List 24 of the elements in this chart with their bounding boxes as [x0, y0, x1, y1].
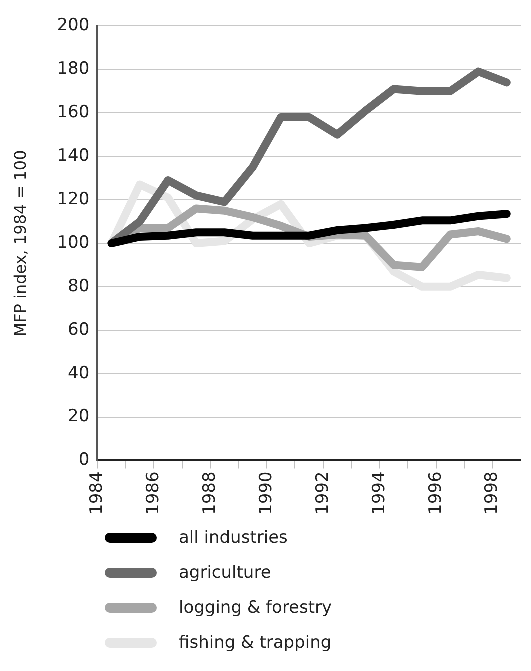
y-tick-label: 60 [68, 320, 90, 340]
x-tick-label: 1986 [144, 472, 164, 515]
legend-label: logging & forestry [179, 598, 332, 618]
x-tick-label: 1998 [482, 472, 502, 515]
y-tick-label: 40 [68, 363, 90, 384]
y-axis-title: MFP index, 1984 = 100 [10, 150, 30, 337]
x-tick-label: 1988 [200, 472, 220, 515]
y-tick-label: 0 [78, 450, 90, 470]
x-tick-label: 1992 [312, 472, 333, 515]
x-tick-label: 1994 [369, 472, 390, 515]
y-tick-label: 20 [68, 406, 90, 427]
y-tick-label: 200 [57, 16, 90, 36]
legend-label: agriculture [179, 562, 272, 582]
x-tick-label: 1984 [87, 472, 108, 515]
legend-label: all industries [179, 528, 288, 548]
y-tick-label: 100 [57, 232, 90, 253]
y-tick-label: 160 [57, 102, 90, 123]
y-tick-label: 180 [57, 59, 90, 80]
x-tick-label: 1990 [256, 472, 276, 515]
y-tick-label: 140 [57, 146, 90, 166]
y-tick-label: 80 [68, 276, 90, 296]
legend-label: fishing & trapping [179, 632, 332, 652]
y-tick-label: 120 [57, 189, 90, 210]
x-tick-label: 1996 [426, 472, 446, 515]
